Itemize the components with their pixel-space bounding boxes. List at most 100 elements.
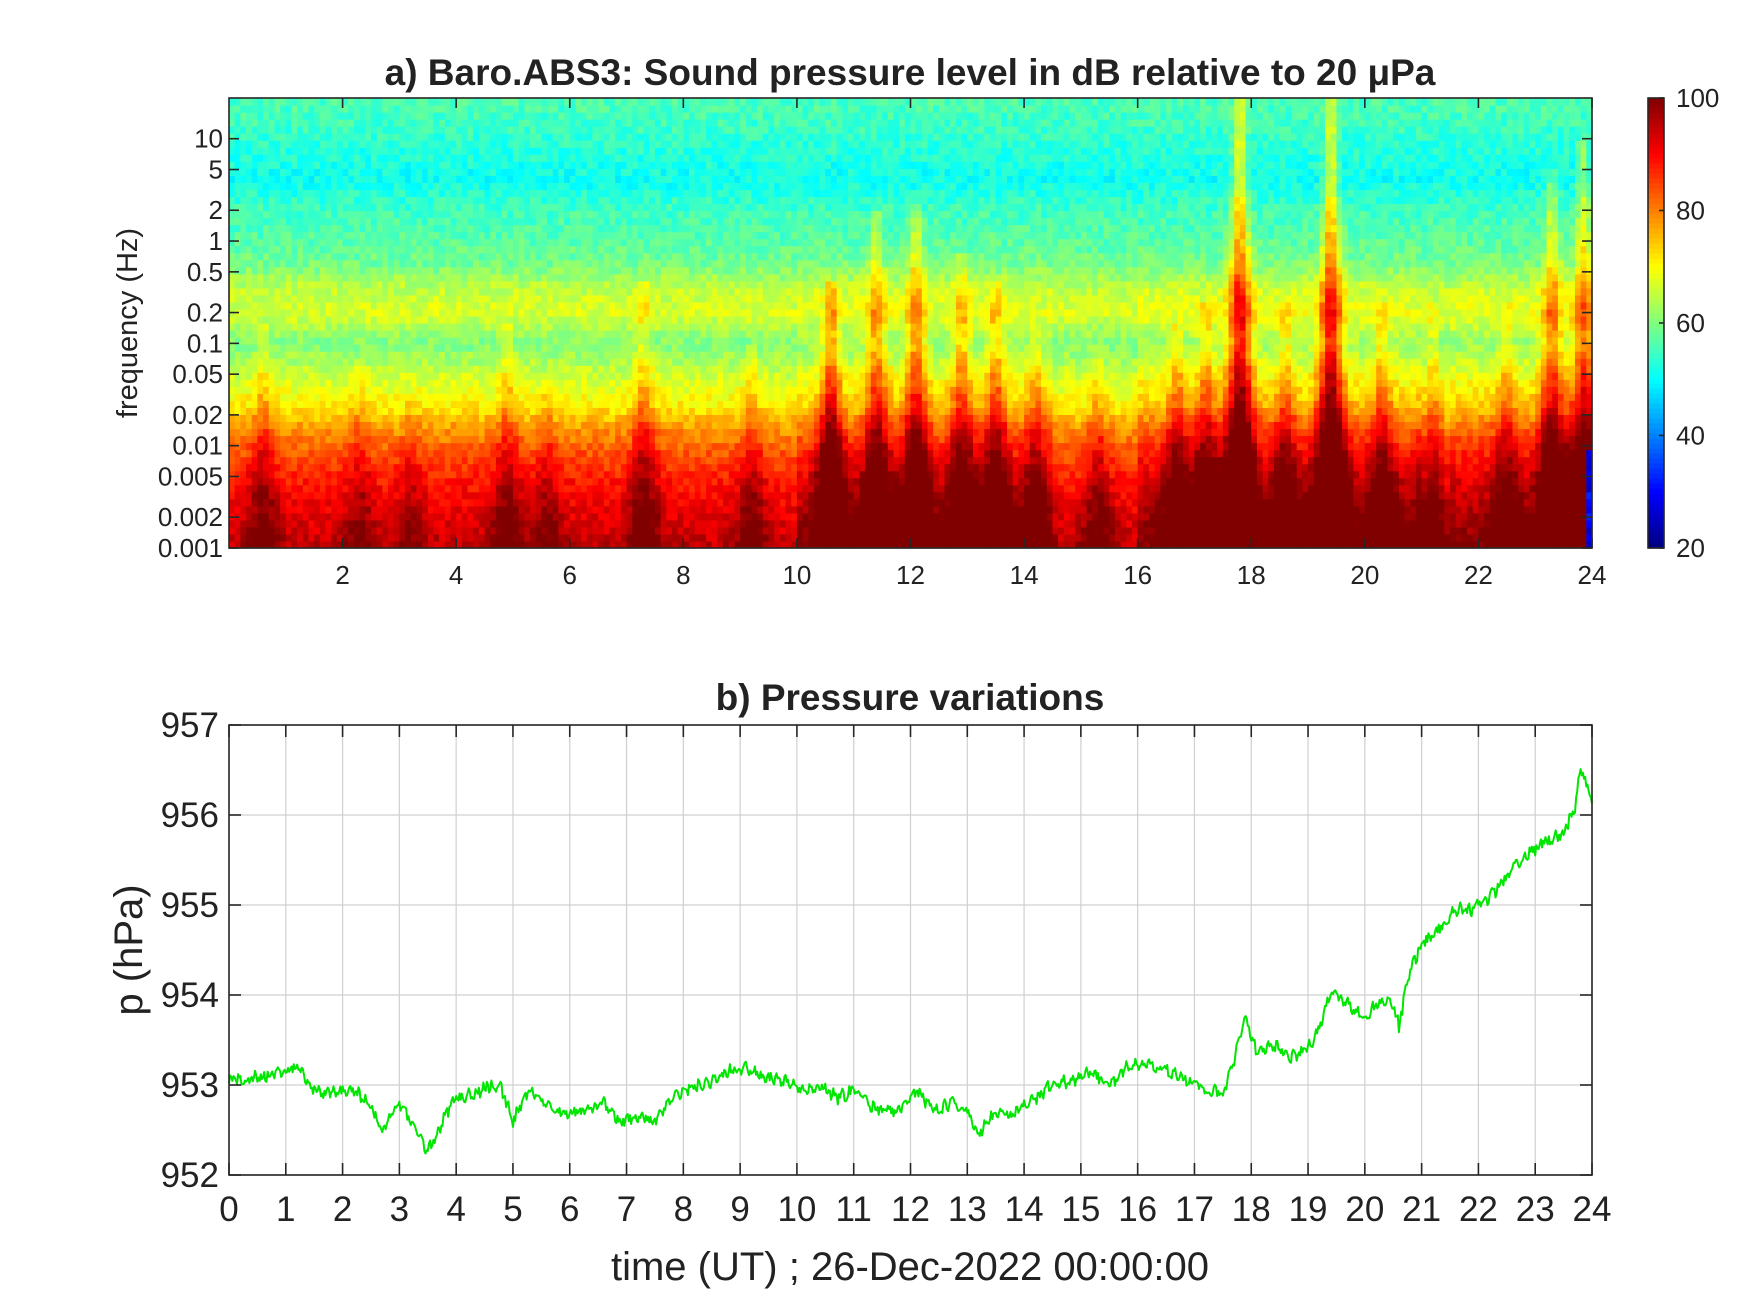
heatmap-cell [325, 449, 332, 458]
heatmap-cell [410, 294, 418, 303]
heatmap-cell [654, 358, 662, 366]
heatmap-cell [359, 168, 366, 176]
heatmap-cell [575, 224, 582, 233]
heatmap-cell [444, 477, 452, 486]
heatmap-cell [478, 112, 486, 120]
heatmap-cell [405, 147, 412, 155]
heatmap-cell [439, 470, 446, 479]
heatmap-cell [626, 133, 633, 141]
heatmap-cell [359, 512, 366, 521]
heatmap-cell [620, 442, 628, 451]
heatmap-cell [234, 154, 241, 162]
heatmap-cell [649, 203, 656, 212]
heatmap-cell [478, 315, 486, 324]
heatmap-cell [637, 386, 645, 394]
heatmap-cell [586, 203, 594, 212]
heatmap-cell [325, 463, 332, 472]
heatmap-cell [422, 287, 429, 296]
heatmap-cell [393, 484, 400, 493]
heatmap-cell [654, 98, 662, 106]
heatmap-cell [564, 407, 571, 416]
heatmap-cell [615, 238, 622, 247]
heatmap-cell [535, 154, 542, 162]
heatmap-cell [370, 337, 378, 345]
heatmap-cell [291, 112, 298, 120]
heatmap-cell [376, 442, 383, 451]
heatmap-cell [592, 498, 599, 507]
spectrogram-heatmap [229, 98, 1593, 549]
heatmap-cell [302, 484, 310, 493]
heatmap-cell [319, 189, 327, 198]
heatmap-cell [654, 449, 662, 458]
heatmap-cell [422, 498, 429, 507]
heatmap-cell [444, 533, 452, 542]
heatmap-cell [302, 477, 310, 486]
heatmap-cell [302, 365, 310, 373]
heatmap-cell [416, 414, 423, 423]
heatmap-cell [518, 330, 525, 338]
heatmap-cell [370, 386, 378, 394]
heatmap-cell [490, 119, 497, 127]
heatmap-cell [649, 224, 656, 233]
heatmap-cell [456, 315, 463, 324]
heatmap-cell [234, 182, 241, 191]
heatmap-cell [439, 386, 446, 394]
heatmap-cell [512, 308, 520, 317]
heatmap-cell [524, 337, 531, 345]
heatmap-cell [393, 533, 400, 542]
heatmap-cell [353, 273, 361, 282]
heatmap-cell [314, 231, 321, 240]
heatmap-cell [297, 112, 304, 120]
heatmap-cell [507, 491, 514, 500]
heatmap-cell [666, 421, 673, 430]
heatmap-cell [416, 470, 423, 479]
heatmap-cell [575, 203, 582, 212]
heatmap-cell [257, 245, 264, 254]
heatmap-cell [308, 484, 315, 493]
heatmap-cell [382, 154, 389, 162]
heatmap-cell [530, 98, 537, 106]
heatmap-cell [280, 540, 287, 549]
heatmap-cell [569, 456, 577, 465]
heatmap-cell [331, 133, 338, 141]
heatmap-cell [251, 147, 258, 155]
heatmap-cell [405, 238, 412, 247]
heatmap-cell [393, 519, 400, 528]
heatmap-cell [302, 456, 310, 465]
heatmap-cell [575, 231, 582, 240]
heatmap-cell [592, 393, 599, 401]
heatmap-cell [564, 484, 571, 493]
heatmap-cell [405, 203, 412, 212]
heatmap-cell [285, 133, 293, 141]
heatmap-cell [541, 470, 548, 479]
heatmap-cell [439, 266, 446, 275]
heatmap-cell [654, 203, 662, 212]
heatmap-cell [620, 273, 628, 282]
heatmap-cell [547, 315, 554, 324]
heatmap-cell [535, 505, 542, 514]
heatmap-cell [501, 442, 508, 451]
heatmap-cell [280, 449, 287, 458]
heatmap-cell [552, 351, 559, 359]
heatmap-cell [342, 491, 349, 500]
heatmap-cell [558, 189, 565, 198]
heatmap-cell [433, 330, 440, 338]
heatmap-cell [251, 421, 258, 430]
heatmap-cell [501, 119, 508, 127]
heatmap-cell [456, 231, 463, 240]
heatmap-cell [393, 435, 400, 444]
heatmap-cell [353, 498, 361, 507]
heatmap-cell [575, 308, 582, 317]
heatmap-cell [575, 421, 582, 430]
heatmap-cell [552, 217, 559, 226]
heatmap-cell [666, 245, 673, 254]
heatmap-cell [609, 203, 616, 212]
heatmap-cell [456, 210, 463, 219]
heatmap-cell [518, 498, 525, 507]
heatmap-cell [598, 154, 605, 162]
heatmap-cell [626, 126, 633, 134]
heatmap-cell [314, 372, 321, 380]
heatmap-cell [592, 252, 599, 261]
heatmap-cell [336, 301, 344, 310]
heatmap-cell [336, 161, 344, 169]
